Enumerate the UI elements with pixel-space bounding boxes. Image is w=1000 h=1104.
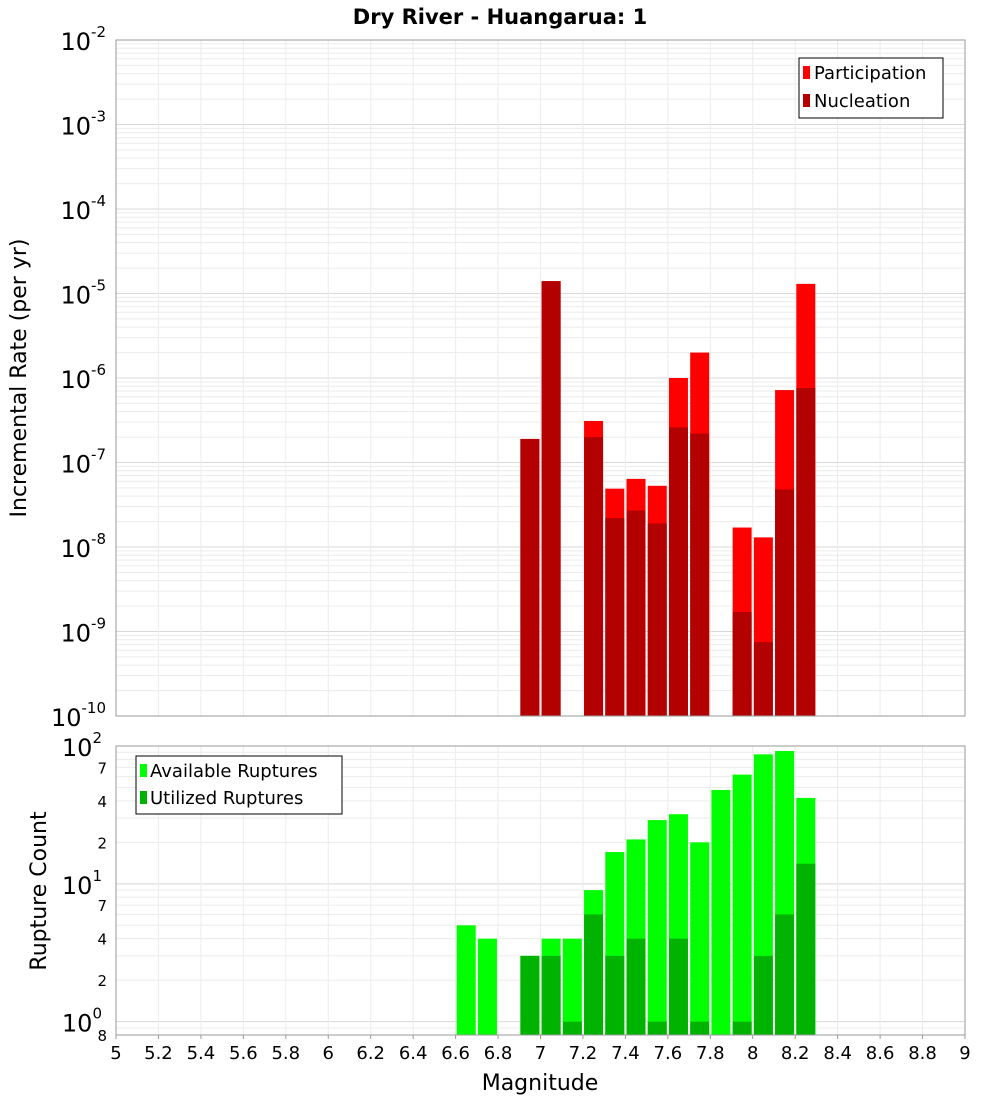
rate-y-tick-label: 10-6 [60, 361, 106, 394]
utilized-ruptures-bar [732, 1021, 752, 1035]
rate-panel: 10-10 10-9 10-8 10-7 10-6 10-5 10-4 10-3 10-2 In… [7, 23, 966, 732]
x-tick-label: 8.8 [908, 1043, 937, 1064]
utilized-ruptures-bar [562, 1021, 582, 1035]
utilized-ruptures-bar [668, 938, 688, 1035]
count-legend: Available Ruptures Utilized Ruptures [135, 755, 343, 815]
count-y-tick-label-minor: 4 [97, 793, 107, 811]
utilized-ruptures-bar [753, 955, 773, 1035]
available-ruptures-bar [732, 774, 752, 1035]
count-y-tick-label-minor: 2 [97, 972, 107, 990]
utilized-ruptures-bar [690, 1021, 710, 1035]
legend-swatch-participation [803, 66, 810, 79]
utilized-ruptures-bar [647, 1021, 667, 1035]
count-y-tick-label-major: 101 [62, 867, 102, 900]
x-tick-label: 8.6 [866, 1043, 895, 1064]
count-y-tick-label-minor: 4 [97, 931, 107, 949]
x-tick-label: 6.4 [399, 1043, 428, 1064]
utilized-ruptures-bar [796, 863, 816, 1035]
x-tick-label: 7.6 [654, 1043, 683, 1064]
count-y-tick-label-minor: 7 [97, 759, 107, 777]
nucleation-bar [668, 427, 688, 716]
x-tick-label: 5 [110, 1043, 121, 1064]
x-tick-label: 8 [747, 1043, 758, 1064]
nucleation-bar [690, 433, 710, 716]
rate-y-tick-label: 10-10 [51, 699, 106, 732]
x-tick-label: 9 [959, 1043, 970, 1064]
chart-title: Dry River - Huangarua: 1 [353, 5, 647, 29]
nucleation-bar [541, 281, 561, 716]
rate-y-tick-label: 10-9 [60, 615, 106, 648]
rate-legend-box [798, 57, 944, 119]
x-tick-label: 7.4 [611, 1043, 640, 1064]
nucleation-bar [647, 523, 667, 716]
nucleation-bar [753, 642, 773, 716]
available-ruptures-bar [562, 938, 582, 1035]
utilized-ruptures-bar [775, 914, 795, 1035]
x-tick-label: 5.8 [271, 1043, 300, 1064]
count-panel: 100 101 102 8 2 4 7 2 4 7 5 5.2 5.4 5.6 5.8 6 6.2 6.4 6.6… [27, 729, 971, 1096]
count-y-tick-label-major: 100 [62, 1005, 102, 1038]
legend-label-available: Available Ruptures [150, 761, 318, 782]
rate-grid [115, 40, 966, 717]
x-tick-label: 6.2 [356, 1043, 385, 1064]
available-ruptures-bar [477, 938, 497, 1035]
nucleation-bar [732, 612, 752, 716]
rate-bars [520, 281, 816, 716]
legend-swatch-utilized [140, 791, 147, 804]
count-x-tick-labels: 5 5.2 5.4 5.6 5.8 6 6.2 6.4 6.6 6.8 7 7.2 7.4 7.6 7.8 8… [110, 1035, 971, 1064]
rate-y-tick-label: 10-5 [60, 277, 106, 310]
x-tick-label: 8.2 [781, 1043, 810, 1064]
utilized-ruptures-bar [520, 955, 540, 1035]
x-tick-label: 7 [535, 1043, 546, 1064]
legend-swatch-nucleation [803, 94, 810, 107]
count-y-tick-label-major: 102 [62, 729, 102, 762]
utilized-ruptures-bar [605, 955, 625, 1035]
nucleation-bar [775, 489, 795, 716]
nucleation-bar [584, 437, 604, 716]
rate-plot-border [115, 39, 966, 717]
rate-y-tick-label: 10-4 [60, 192, 106, 225]
x-tick-label: 6.6 [441, 1043, 470, 1064]
rate-y-tick-label: 10-3 [60, 108, 106, 141]
x-axis-label: Magnitude [482, 1071, 599, 1096]
nucleation-bar [626, 510, 646, 716]
count-y-tick-labels: 100 101 102 8 2 4 7 2 4 7 [62, 729, 107, 1045]
legend-swatch-available [140, 764, 147, 777]
available-ruptures-bar [711, 789, 731, 1035]
utilized-ruptures-bar [584, 914, 604, 1035]
available-ruptures-bar [690, 842, 710, 1035]
rate-y-tick-label: 10-2 [60, 23, 106, 56]
count-legend-box [135, 755, 343, 815]
x-tick-label: 8.4 [823, 1043, 852, 1064]
count-y-tick-label-minor: 2 [97, 834, 107, 852]
x-tick-label: 5.4 [187, 1043, 216, 1064]
legend-label-utilized: Utilized Ruptures [150, 788, 303, 809]
count-bars [456, 750, 816, 1035]
available-ruptures-bar [456, 925, 476, 1035]
x-tick-label: 6 [323, 1043, 334, 1064]
x-tick-label: 7.8 [696, 1043, 725, 1064]
rate-y-axis-label: Incremental Rate (per yr) [7, 239, 32, 518]
nucleation-bar [605, 518, 625, 716]
legend-label-participation: Participation [814, 63, 926, 84]
utilized-ruptures-bar [626, 938, 646, 1035]
x-tick-label: 5.6 [229, 1043, 258, 1064]
count-y-axis-label: Rupture Count [27, 811, 52, 971]
rate-y-tick-label: 10-8 [60, 530, 106, 563]
nucleation-bar [796, 388, 816, 716]
count-y-tick-label-minor: 7 [97, 897, 107, 915]
count-y-tick-label-minor: 8 [97, 1027, 107, 1045]
x-tick-label: 7.2 [569, 1043, 598, 1064]
nucleation-bar [520, 438, 540, 716]
rate-y-tick-label: 10-7 [60, 446, 106, 479]
legend-label-nucleation: Nucleation [814, 91, 910, 112]
utilized-ruptures-bar [541, 955, 561, 1035]
rate-y-tick-labels: 10-10 10-9 10-8 10-7 10-6 10-5 10-4 10-3 10-2 [51, 23, 106, 732]
available-ruptures-bar [647, 820, 667, 1035]
x-tick-label: 6.8 [484, 1043, 513, 1064]
x-tick-label: 5.2 [144, 1043, 173, 1064]
rate-legend: Participation Nucleation [798, 57, 944, 119]
